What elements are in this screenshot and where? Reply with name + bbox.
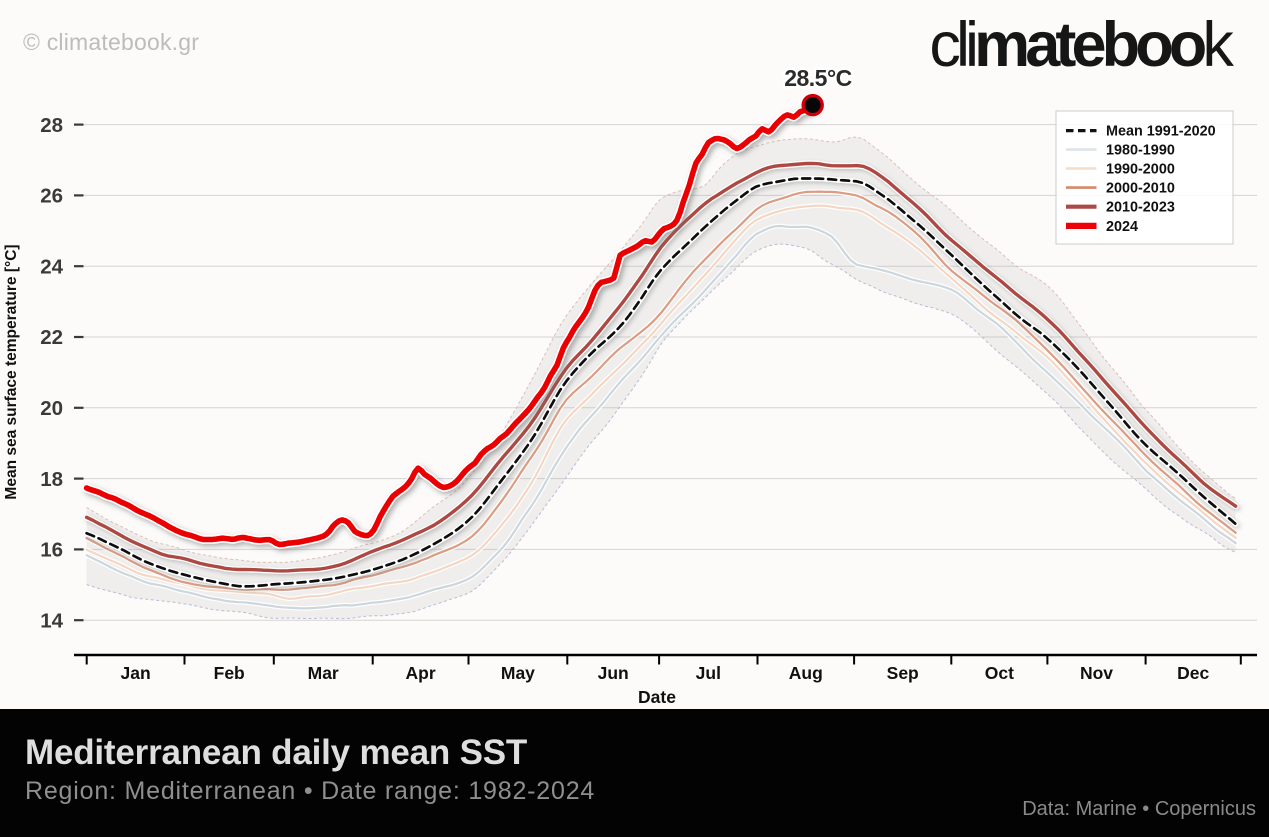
svg-text:Feb: Feb (214, 663, 245, 683)
svg-text:Jan: Jan (121, 663, 151, 683)
svg-text:Aug: Aug (789, 663, 823, 683)
svg-text:Dec: Dec (1177, 663, 1209, 683)
svg-text:2024: 2024 (1106, 219, 1138, 235)
svg-text:16: 16 (40, 539, 63, 562)
svg-text:14: 14 (40, 609, 63, 632)
svg-text:2000-2010: 2000-2010 (1106, 181, 1175, 197)
svg-text:28: 28 (40, 114, 63, 137)
svg-text:18: 18 (40, 468, 63, 491)
svg-text:Sep: Sep (887, 663, 919, 683)
svg-text:22: 22 (40, 326, 63, 349)
svg-text:2010-2023: 2010-2023 (1106, 200, 1175, 216)
svg-text:Mean sea surface temperature [: Mean sea surface temperature [°C] (3, 244, 20, 499)
svg-text:28.5°C: 28.5°C (784, 65, 852, 91)
svg-text:1990-2000: 1990-2000 (1106, 162, 1175, 178)
svg-text:Apr: Apr (406, 663, 436, 683)
svg-text:Mar: Mar (308, 663, 339, 683)
svg-text:Jun: Jun (598, 663, 629, 683)
svg-text:26: 26 (40, 185, 63, 208)
svg-text:24: 24 (40, 255, 63, 278)
svg-text:1980-1990: 1980-1990 (1106, 143, 1175, 159)
svg-text:Mean 1991-2020: Mean 1991-2020 (1106, 124, 1216, 140)
svg-text:Nov: Nov (1080, 663, 1113, 683)
svg-text:Oct: Oct (985, 663, 1014, 683)
svg-text:Date: Date (638, 687, 676, 707)
svg-text:20: 20 (40, 397, 63, 420)
svg-text:Jul: Jul (696, 663, 721, 683)
svg-text:May: May (501, 663, 535, 683)
